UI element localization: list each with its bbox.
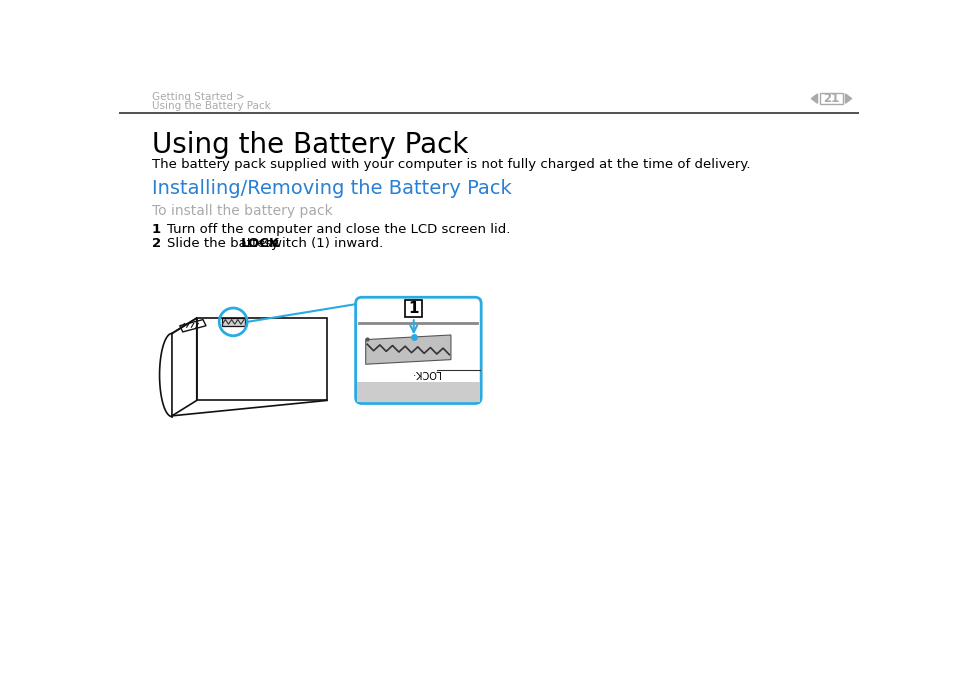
FancyBboxPatch shape xyxy=(355,297,480,404)
FancyBboxPatch shape xyxy=(405,299,422,317)
Text: The battery pack supplied with your computer is not fully charged at the time of: The battery pack supplied with your comp… xyxy=(152,158,749,171)
Text: Installing/Removing the Battery Pack: Installing/Removing the Battery Pack xyxy=(152,179,511,198)
Text: 21: 21 xyxy=(822,92,839,105)
Text: 1: 1 xyxy=(408,301,418,315)
Text: LOCK: LOCK xyxy=(241,237,280,250)
Text: Using the Battery Pack: Using the Battery Pack xyxy=(152,131,468,159)
Polygon shape xyxy=(810,94,817,103)
Polygon shape xyxy=(844,94,851,103)
Polygon shape xyxy=(365,335,451,364)
FancyBboxPatch shape xyxy=(356,382,479,402)
Text: Using the Battery Pack: Using the Battery Pack xyxy=(152,101,271,111)
Text: switch (1) inward.: switch (1) inward. xyxy=(259,237,383,250)
FancyBboxPatch shape xyxy=(819,93,842,104)
Text: 2: 2 xyxy=(152,237,161,250)
Text: Slide the battery: Slide the battery xyxy=(167,237,283,250)
Text: 1: 1 xyxy=(152,223,161,237)
Polygon shape xyxy=(221,318,245,326)
Text: LOCK·: LOCK· xyxy=(411,368,439,378)
Text: Turn off the computer and close the LCD screen lid.: Turn off the computer and close the LCD … xyxy=(167,223,510,237)
Text: To install the battery pack: To install the battery pack xyxy=(152,204,333,218)
Text: Getting Started >: Getting Started > xyxy=(152,92,244,102)
